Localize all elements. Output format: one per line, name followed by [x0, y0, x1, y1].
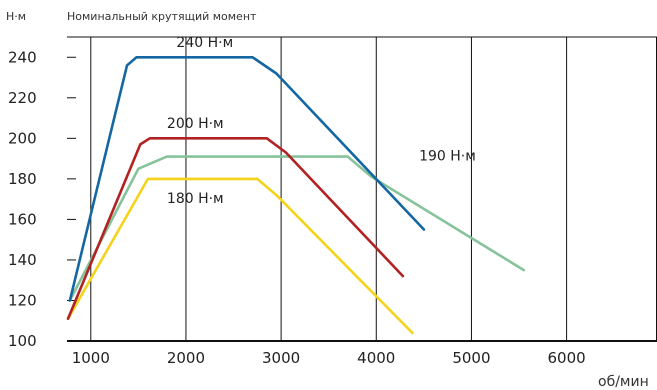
series-line-240: [68, 56, 426, 302]
series-line-180: [66, 177, 414, 335]
x-tick-label: 6000: [548, 349, 586, 367]
y-tick-label: 240: [8, 48, 37, 66]
y-tick-label: 220: [8, 89, 37, 107]
series-annotation: 180 Н·м: [167, 191, 224, 207]
y-tick-label: 160: [8, 210, 37, 228]
series-annotation: 240 Н·м: [176, 35, 233, 51]
x-unit-label: об/мин: [598, 374, 649, 390]
y-tick-label: 100: [8, 332, 37, 350]
x-tick-label: 2000: [167, 349, 205, 367]
series-annotation: 190 Н·м: [419, 149, 476, 165]
x-tick-label: 3000: [262, 349, 300, 367]
y-unit-label: Н·м: [6, 10, 27, 23]
series-line-200: [66, 137, 405, 320]
y-tick-label: 120: [8, 291, 37, 309]
y-tick-label: 200: [8, 129, 37, 147]
x-tick-label: 4000: [357, 349, 395, 367]
x-tick-label: 1000: [72, 349, 110, 367]
series-line-190: [68, 155, 526, 302]
series-annotation: 200 Н·м: [167, 116, 224, 132]
y-tick-label: 180: [8, 170, 37, 188]
y-tick-label: 140: [8, 251, 37, 269]
x-tick-label: 5000: [452, 349, 490, 367]
chart-title: Номинальный крутящий момент: [67, 10, 257, 23]
